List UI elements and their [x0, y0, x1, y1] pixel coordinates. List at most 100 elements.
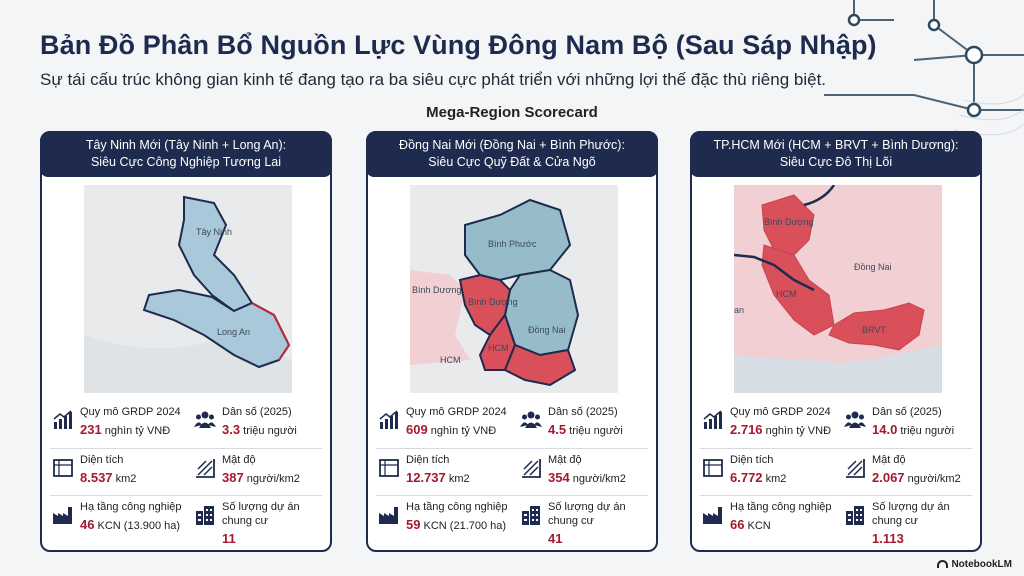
stat-value: 8.537 [80, 470, 113, 485]
stat-unit: km2 [765, 473, 787, 485]
stat-value: 59 [406, 517, 421, 532]
stat-value: 14.0 [872, 422, 898, 437]
stat-label: Số lượng dự án chung cư [872, 501, 950, 527]
bar-chart-icon [52, 409, 74, 431]
map-label-long-an: Long An [217, 327, 250, 337]
stat-label: Diện tích [406, 454, 450, 466]
brvt-region [503, 343, 577, 387]
density-icon [194, 457, 216, 479]
stat-label: Mật độ [548, 454, 582, 466]
stat-label: Diện tích [730, 454, 774, 466]
stat-value: 2.716 [730, 422, 763, 437]
stat-projects: Số lượng dự án chung cư 11 [194, 500, 330, 546]
stat-unit: người/km2 [246, 473, 300, 485]
map-label-hcm-inner: HCM [488, 343, 509, 353]
page-title: Bản Đồ Phân Bổ Nguồn Lực Vùng Đông Nam B… [40, 30, 877, 60]
stat-value: 66 [730, 517, 745, 532]
hcm-region [761, 244, 835, 336]
bar-chart-icon [702, 409, 724, 431]
stat-value: 41 [548, 531, 563, 546]
map-label-dong-nai: Đồng Nai [854, 262, 892, 272]
map-label-binh-phuoc: Bình Phước [488, 239, 537, 249]
stats-row: Hạ tầng công nghiệp 66 KCN Số lượng dự á… [700, 495, 972, 551]
map-label-brvt: BRVT [862, 325, 886, 335]
stat-population: Dân số (2025) 3.3 triệu người [194, 405, 330, 447]
region-card-dong-nai: Đồng Nai Mới (Đồng Nai + Bình Phước): Si… [366, 131, 658, 552]
people-icon [520, 409, 542, 431]
stats-grid: Quy mô GRDP 2024 231 nghìn tỷ VNĐ Dân số… [50, 401, 322, 551]
stat-density: Mật độ 387 người/km2 [194, 453, 330, 495]
stat-unit: triệu người [243, 425, 297, 437]
card-header-line1: Đồng Nai Mới (Đồng Nai + Bình Phước): [399, 138, 625, 152]
map-icon [378, 457, 400, 479]
stat-label: Hạ tầng công nghiệp [406, 501, 508, 513]
stat-unit: người/km2 [907, 473, 961, 485]
section-label: Mega-Region Scorecard [426, 104, 598, 121]
stat-value: 12.737 [406, 470, 446, 485]
stats-grid: Quy mô GRDP 2024 2.716 nghìn tỷ VNĐ Dân … [700, 401, 972, 551]
buildings-icon [194, 504, 216, 526]
card-header: Đồng Nai Mới (Đồng Nai + Bình Phước): Si… [366, 131, 658, 177]
region-map: Tây Ninh Long An [84, 185, 292, 393]
stat-value: 11 [222, 531, 236, 546]
stat-label: Hạ tầng công nghiệp [730, 501, 832, 513]
map-label-binh-duong: Bình Dương [764, 217, 813, 227]
map-label-tay-ninh: Tây Ninh [196, 227, 232, 237]
map-icon [702, 457, 724, 479]
stat-value: 609 [406, 422, 428, 437]
stat-label: Dân số (2025) [872, 406, 942, 418]
stat-unit: KCN (13.900 ha) [97, 520, 181, 532]
stat-area: Diện tích 12.737 km2 [378, 453, 516, 495]
density-icon [844, 457, 866, 479]
buildings-icon [844, 504, 866, 526]
stats-row: Quy mô GRDP 2024 609 nghìn tỷ VNĐ Dân số… [376, 401, 648, 448]
stat-label: Số lượng dự án chung cư [222, 501, 300, 527]
stat-area: Diện tích 6.772 km2 [702, 453, 840, 495]
stat-value: 387 [222, 470, 244, 485]
density-icon [520, 457, 542, 479]
stats-row: Diện tích 6.772 km2 Mật độ 2.067 người/k… [700, 448, 972, 495]
stat-label: Hạ tầng công nghiệp [80, 501, 182, 513]
map-icon [52, 457, 74, 479]
stat-label: Quy mô GRDP 2024 [406, 406, 507, 418]
stats-row: Diện tích 12.737 km2 Mật độ 354 người/km… [376, 448, 648, 495]
brand-watermark: NotebookLM [937, 559, 1012, 570]
stat-label: Số lượng dự án chung cư [548, 501, 626, 527]
card-header-line1: TP.HCM Mới (HCM + BRVT + Bình Dương): [713, 138, 959, 152]
people-icon [194, 409, 216, 431]
region-card-tay-ninh: Tây Ninh Mới (Tây Ninh + Long An): Siêu … [40, 131, 332, 552]
stat-value: 3.3 [222, 422, 241, 437]
network-decoration [824, 0, 1024, 136]
factory-icon [378, 504, 400, 526]
stat-population: Dân số (2025) 4.5 triệu người [520, 405, 656, 447]
stat-unit: nghìn tỷ VNĐ [430, 425, 497, 437]
stat-industry: Hạ tầng công nghiệp 46 KCN (13.900 ha) [52, 500, 190, 542]
map-label-binh-duong-inner: Bình Dương [468, 297, 517, 307]
stats-grid: Quy mô GRDP 2024 609 nghìn tỷ VNĐ Dân số… [376, 401, 648, 551]
stat-density: Mật độ 354 người/km2 [520, 453, 656, 495]
factory-icon [52, 504, 74, 526]
stats-row: Quy mô GRDP 2024 2.716 nghìn tỷ VNĐ Dân … [700, 401, 972, 448]
region-map: Bình Dương HCM Đồng Nai BRVT an [734, 185, 942, 393]
map-label-binh-duong: Bình Dương [412, 285, 461, 295]
region-card-hcm: TP.HCM Mới (HCM + BRVT + Bình Dương): Si… [690, 131, 982, 552]
stat-grdp: Quy mô GRDP 2024 231 nghìn tỷ VNĐ [52, 405, 190, 447]
stat-label: Quy mô GRDP 2024 [730, 406, 831, 418]
stat-population: Dân số (2025) 14.0 triệu người [844, 405, 980, 447]
factory-icon [702, 504, 724, 526]
stat-unit: triệu người [569, 425, 623, 437]
stat-label: Diện tích [80, 454, 124, 466]
stat-grdp: Quy mô GRDP 2024 609 nghìn tỷ VNĐ [378, 405, 516, 447]
notebooklm-logo-icon [937, 560, 949, 568]
brand-label: NotebookLM [951, 559, 1012, 570]
stats-row: Diện tích 8.537 km2 Mật độ 387 người/km2 [50, 448, 322, 495]
stat-unit: nghìn tỷ VNĐ [765, 425, 832, 437]
stat-label: Dân số (2025) [548, 406, 618, 418]
stat-value: 4.5 [548, 422, 567, 437]
card-header-line2: Siêu Cực Quỹ Đất & Cửa Ngõ [428, 155, 596, 169]
stat-value: 1.113 [872, 531, 904, 546]
stat-value: 6.772 [730, 470, 763, 485]
stat-grdp: Quy mô GRDP 2024 2.716 nghìn tỷ VNĐ [702, 405, 840, 447]
page-subtitle: Sự tái cấu trúc không gian kinh tế đang … [40, 70, 827, 89]
stats-row: Hạ tầng công nghiệp 59 KCN (21.700 ha) S… [376, 495, 648, 551]
